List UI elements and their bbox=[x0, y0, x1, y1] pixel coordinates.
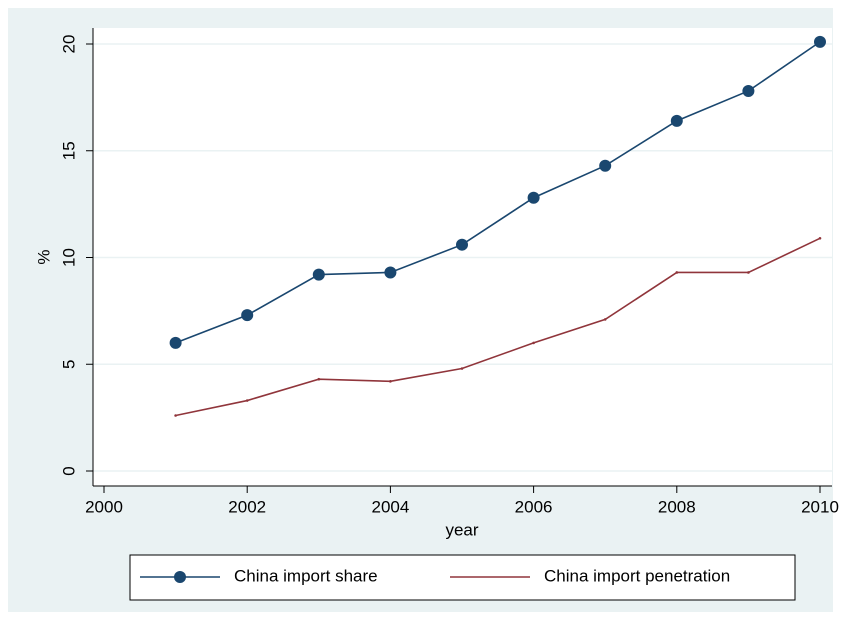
y-tick-label: 15 bbox=[59, 141, 78, 160]
legend-label: China import penetration bbox=[544, 566, 730, 585]
y-tick-label: 20 bbox=[59, 35, 78, 54]
data-point bbox=[460, 367, 464, 370]
x-tick-label: 2002 bbox=[228, 497, 266, 516]
data-point bbox=[675, 271, 679, 274]
data-point bbox=[747, 271, 750, 274]
data-point bbox=[384, 266, 397, 279]
data-point bbox=[670, 114, 683, 127]
y-tick-label: 0 bbox=[59, 466, 78, 475]
data-point bbox=[169, 336, 182, 349]
legend-label: China import share bbox=[234, 566, 378, 585]
series-line bbox=[175, 41, 821, 344]
x-tick-label: 2010 bbox=[801, 497, 839, 516]
data-point bbox=[389, 380, 392, 383]
y-tick-label: 5 bbox=[59, 360, 78, 369]
data-point bbox=[814, 35, 826, 48]
x-tick-label: 2004 bbox=[371, 497, 409, 516]
data-point bbox=[241, 309, 254, 322]
data-point bbox=[456, 238, 468, 251]
legend-box bbox=[129, 554, 796, 601]
data-point bbox=[312, 268, 325, 281]
x-tick-label: 2000 bbox=[85, 497, 123, 516]
data-point bbox=[742, 84, 755, 97]
x-tick-label: 2006 bbox=[515, 497, 553, 516]
data-point bbox=[603, 318, 607, 321]
y-axis-label: % bbox=[34, 249, 53, 264]
y-tick-label: 10 bbox=[59, 248, 78, 267]
data-point bbox=[317, 377, 321, 381]
data-point bbox=[527, 191, 540, 204]
data-point bbox=[532, 341, 535, 345]
data-point bbox=[818, 236, 822, 240]
x-tick-label: 2008 bbox=[658, 497, 696, 516]
x-axis-label: year bbox=[445, 520, 478, 539]
data-point bbox=[599, 159, 612, 172]
data-point bbox=[174, 414, 177, 417]
data-point bbox=[245, 399, 249, 402]
series-line bbox=[175, 237, 821, 417]
legend-marker bbox=[174, 571, 186, 583]
